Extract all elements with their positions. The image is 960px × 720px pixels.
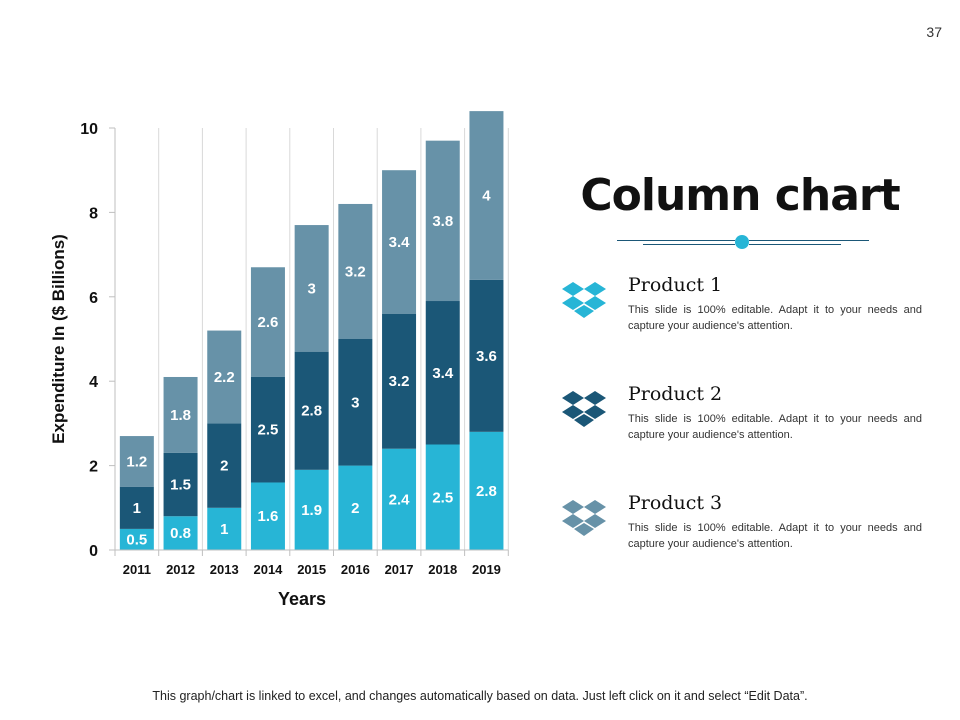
x-tick-label: 2011	[123, 562, 151, 577]
x-tick-label: 2019	[472, 562, 501, 577]
bar-segment[interactable]	[338, 465, 373, 550]
product-2-name: Product 2	[628, 383, 723, 405]
y-tick-label: 4	[89, 374, 98, 391]
bar-segment[interactable]	[338, 203, 373, 339]
x-tick-label: 2018	[428, 562, 457, 577]
data-label: 1.8	[170, 407, 191, 424]
product-1-name: Product 1	[628, 274, 723, 296]
data-label: 3.2	[345, 263, 366, 280]
product-3: Product 3 This slide is 100% editable. A…	[562, 492, 922, 572]
product-2: Product 2 This slide is 100% editable. A…	[562, 383, 922, 463]
data-label: 2.6	[258, 314, 279, 331]
footer-note: This graph/chart is linked to excel, and…	[152, 689, 808, 703]
product-1-description: This slide is 100% editable. Adapt it to…	[628, 304, 922, 332]
bar-segment[interactable]	[250, 482, 285, 550]
data-label: 1.6	[258, 508, 279, 525]
data-label: 3	[307, 280, 315, 297]
divider-dot	[735, 235, 749, 249]
product-1: Product 1 This slide is 100% editable. A…	[562, 274, 922, 354]
bar-segment[interactable]	[163, 452, 198, 517]
dropbox-icon	[562, 282, 606, 318]
x-tick-label: 2015	[297, 562, 326, 577]
bar-segment[interactable]	[382, 448, 417, 550]
bar-segment[interactable]	[207, 423, 242, 508]
product-3-description: This slide is 100% editable. Adapt it to…	[628, 522, 922, 550]
data-label: 2.4	[389, 491, 411, 508]
data-label: 1	[133, 500, 141, 517]
data-label: 0.8	[170, 525, 191, 542]
product-2-description: This slide is 100% editable. Adapt it to…	[628, 413, 922, 441]
bar-segment[interactable]	[207, 507, 242, 550]
y-tick-label: 8	[89, 205, 98, 222]
y-tick-label: 10	[80, 121, 98, 138]
bar-segment[interactable]	[294, 351, 329, 470]
product-3-name: Product 3	[628, 492, 723, 514]
data-label: 1	[220, 521, 228, 538]
bar-segment[interactable]	[382, 313, 417, 449]
bar-segment[interactable]	[163, 376, 198, 453]
bar-segment[interactable]	[207, 330, 242, 424]
data-label: 2.8	[301, 403, 322, 420]
bar-segment[interactable]	[119, 528, 154, 550]
y-tick-label: 6	[89, 290, 98, 307]
data-label: 0.5	[126, 531, 147, 548]
data-label: 2.5	[258, 422, 279, 439]
bar-segment[interactable]	[425, 140, 460, 302]
data-label: 1.9	[301, 502, 322, 519]
bar-segment[interactable]	[469, 111, 504, 280]
y-axis-title: Expenditure In ($ Billions)	[49, 234, 68, 444]
title-divider	[617, 234, 869, 250]
bar-segment[interactable]	[250, 267, 285, 377]
data-label: 2	[220, 458, 228, 475]
data-label: 2.2	[214, 369, 235, 386]
bar-segment[interactable]	[250, 376, 285, 483]
x-tick-label: 2014	[253, 562, 283, 577]
data-label: 3	[351, 394, 359, 411]
data-label: 3.4	[432, 365, 454, 382]
data-label: 1.5	[170, 477, 191, 494]
page-number: 37	[926, 24, 942, 40]
data-label: 4	[482, 188, 491, 205]
x-tick-label: 2017	[385, 562, 414, 577]
bar-segment[interactable]	[119, 486, 154, 529]
y-tick-label: 2	[89, 459, 98, 476]
x-tick-label: 2016	[341, 562, 370, 577]
x-tick-label: 2012	[166, 562, 195, 577]
y-tick-label: 0	[89, 543, 98, 560]
bar-segment[interactable]	[425, 301, 460, 445]
dropbox-icon	[562, 500, 606, 536]
dropbox-icon	[562, 391, 606, 427]
bar-segment[interactable]	[469, 279, 504, 432]
bar-segment[interactable]	[425, 444, 460, 551]
bar-segment[interactable]	[382, 170, 417, 314]
x-tick-label: 2013	[210, 562, 239, 577]
bar-segment[interactable]	[294, 469, 329, 550]
data-label: 2.8	[476, 483, 497, 500]
column-chart[interactable]: 0.5 1 1.2 2011 0.8 1.5 1.8 2012 1 2 2.2 2013 1.6 2.5 2…	[0, 0, 540, 620]
x-axis-title: Years	[278, 589, 326, 609]
bar-segment[interactable]	[119, 436, 154, 487]
data-label: 2	[351, 500, 359, 517]
data-label: 3.6	[476, 348, 497, 365]
data-label: 3.8	[432, 213, 453, 230]
page-title: Column chart	[580, 170, 900, 221]
bar-segment[interactable]	[469, 431, 504, 550]
data-label: 3.2	[389, 373, 410, 390]
bar-segment[interactable]	[163, 516, 198, 550]
data-label: 1.2	[126, 453, 147, 470]
data-label: 3.4	[389, 234, 411, 251]
bar-segment[interactable]	[338, 339, 373, 466]
data-label: 2.5	[432, 489, 453, 506]
bar-segment[interactable]	[294, 225, 329, 352]
